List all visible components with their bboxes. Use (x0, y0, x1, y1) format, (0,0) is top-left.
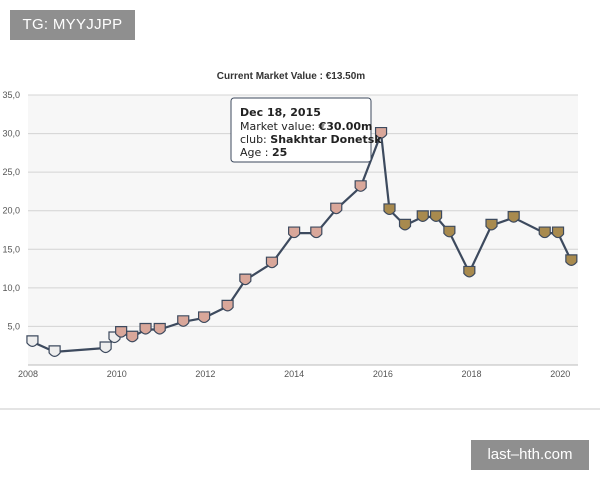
data-point-marker[interactable] (383, 203, 396, 216)
chart-title: Current Market Value : €13.50m (217, 71, 366, 82)
data-point-marker[interactable] (115, 326, 128, 338)
data-point-marker[interactable] (398, 218, 412, 231)
tooltip-club-label: club: (240, 133, 270, 146)
data-point-marker[interactable] (153, 322, 166, 335)
tooltip-age-label: Age : (240, 146, 272, 159)
tooltip-value-row: Market value: €30.00m (240, 120, 372, 133)
tooltip-club-row: club: Shakhtar Donetsk (240, 133, 382, 146)
tooltip-club: Shakhtar Donetsk (270, 133, 382, 146)
data-point-marker[interactable] (239, 273, 252, 286)
y-tick-label: 25,0 (2, 167, 20, 177)
data-point-marker[interactable] (126, 330, 139, 343)
data-point-marker[interactable] (288, 226, 301, 239)
y-tick-label: 35,0 (2, 90, 20, 100)
section-divider (0, 408, 600, 410)
x-tick-label: 2012 (195, 369, 215, 379)
data-point-marker[interactable] (26, 335, 39, 347)
data-point-marker[interactable] (538, 226, 551, 239)
x-tick-label: 2008 (18, 369, 38, 379)
x-tick-label: 2010 (107, 369, 127, 379)
data-point-marker[interactable] (485, 218, 498, 231)
tooltip: Dec 18, 2015 Market value: €30.00m club:… (230, 97, 382, 163)
data-point-marker[interactable] (443, 225, 456, 238)
data-point-marker[interactable] (177, 315, 190, 327)
data-point-marker[interactable] (374, 126, 388, 139)
data-point-marker[interactable] (551, 226, 565, 239)
data-point-marker[interactable] (139, 322, 152, 335)
y-tick-label: 10,0 (2, 283, 20, 293)
data-point-marker[interactable] (99, 341, 112, 354)
data-point-marker[interactable] (221, 299, 234, 312)
data-point-marker[interactable] (507, 211, 520, 223)
data-point-marker[interactable] (354, 180, 367, 192)
y-tick-label: 20,0 (2, 206, 20, 216)
data-point-marker[interactable] (416, 210, 429, 222)
watermark-top: TG: MYYJJPP (10, 10, 135, 40)
tooltip-value: €30.00m (318, 120, 373, 133)
data-point-marker[interactable] (310, 226, 323, 239)
y-tick-label: 15,0 (2, 244, 20, 254)
data-point-marker[interactable] (197, 311, 211, 324)
tooltip-box (230, 97, 372, 163)
data-point-marker[interactable] (463, 265, 476, 278)
x-tick-label: 2020 (550, 369, 570, 379)
y-tick-label: 30,0 (2, 129, 20, 139)
x-tick-label: 2014 (284, 369, 304, 379)
tooltip-date: Dec 18, 2015 (240, 106, 321, 119)
data-point-marker[interactable] (265, 256, 279, 269)
data-point-marker[interactable] (565, 254, 578, 266)
data-point-marker[interactable] (48, 345, 61, 357)
x-tick-label: 2016 (373, 369, 393, 379)
tooltip-value-label: Market value: (240, 120, 319, 133)
data-point-marker[interactable] (330, 202, 343, 215)
y-tick-label: 5,0 (7, 321, 20, 331)
tooltip-age: 25 (272, 146, 287, 159)
watermark-bottom: last–hth.com (471, 440, 589, 470)
market-value-chart: Current Market Value : €13.50m 35,0 30,0 2… (2, 71, 578, 379)
tooltip-age-row: Age : 25 (240, 146, 287, 159)
x-tick-label: 2018 (462, 369, 482, 379)
data-point-marker[interactable] (429, 210, 443, 222)
